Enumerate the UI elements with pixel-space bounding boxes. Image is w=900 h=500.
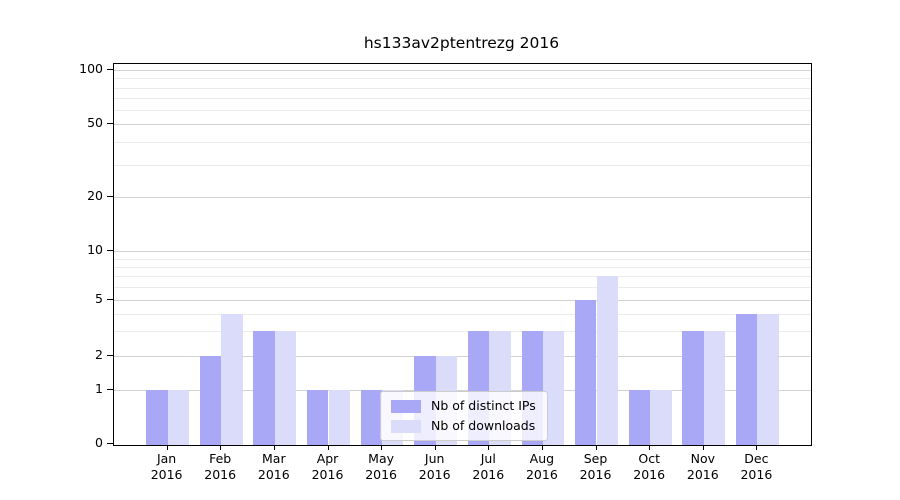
gridline-minor-40 [114,141,811,143]
bar-distinct-ips-9 [628,390,651,445]
y-tick-mark-20 [107,196,113,197]
x-tick-label-2: Mar 2016 [257,451,290,482]
x-tick-mark-10 [702,445,704,450]
x-tick-label-9: Oct 2016 [633,451,666,482]
bar-downloads-10 [703,331,726,445]
x-tick-label-8: Sep 2016 [579,451,612,482]
y-tick-mark-100 [107,69,113,71]
y-tick-label-2: 2 [95,347,103,362]
y-tick-label-50: 50 [87,114,103,130]
gridline-major-20 [114,197,811,198]
bar-downloads-8 [596,276,618,445]
bar-distinct-ips-10 [682,331,704,445]
gridline-minor-9 [114,258,811,260]
y-tick-label-10: 10 [87,242,103,257]
gridline-minor-6 [114,287,811,289]
bar-distinct-ips-2 [253,331,275,445]
gridline-minor-4 [114,313,811,315]
y-tick-mark-10 [107,250,113,251]
x-tick-label-4: May 2016 [365,451,397,482]
x-tick-mark-4 [381,445,383,450]
x-tick-mark-8 [595,445,597,450]
bar-distinct-ips-8 [575,300,597,445]
gridline-minor-70 [114,97,811,99]
bar-distinct-ips-3 [307,390,329,445]
x-tick-mark-7 [541,445,543,450]
bar-downloads-3 [328,390,350,445]
y-tick-label-1: 1 [95,381,103,396]
chart-title: hs133av2ptentrezg 2016 [363,34,560,52]
bar-downloads-0 [167,390,189,445]
gridline-minor-8 [114,266,811,268]
legend-item: Nb of distinct IPs [391,399,536,413]
legend-item: Nb of downloads [391,419,536,433]
x-tick-mark-11 [756,445,758,450]
x-tick-label-7: Aug 2016 [525,451,558,482]
x-tick-label-0: Jan 2016 [150,451,183,482]
bar-downloads-7 [542,331,565,445]
x-tick-mark-2 [273,445,275,450]
plot-area: Nb of distinct IPs Nb of downloads [113,63,812,446]
bar-distinct-ips-4 [360,390,382,445]
gridline-major-2 [114,356,811,357]
x-tick-mark-5 [434,445,436,450]
x-tick-label-11: Dec 2016 [740,451,773,482]
gridline-minor-80 [114,87,811,89]
bar-downloads-9 [650,390,672,445]
legend-swatch-distinct-ips [391,399,421,413]
gridline-minor-90 [114,78,811,80]
legend-label-distinct-ips: Nb of distinct IPs [431,398,536,413]
y-tick-label-0: 0 [95,435,103,451]
gridline-minor-7 [114,276,811,278]
bar-downloads-1 [221,313,243,445]
x-tick-mark-6 [488,445,490,450]
x-tick-mark-0 [166,445,168,450]
bar-distinct-ips-1 [199,356,222,445]
x-tick-label-10: Nov 2016 [686,451,719,482]
legend-label-downloads: Nb of downloads [431,418,536,433]
y-tick-mark-0 [107,443,113,445]
gridline-major-1 [114,390,811,391]
x-tick-mark-1 [220,445,222,450]
bar-distinct-ips-11 [735,313,758,445]
gridline-major-10 [114,251,811,252]
bar-downloads-2 [274,331,297,445]
gridline-major-100 [114,70,811,72]
gridline-minor-3 [114,331,811,333]
y-tick-mark-5 [107,299,113,301]
y-tick-label-5: 5 [95,291,103,307]
gridline-major-50 [114,123,811,125]
legend-swatch-downloads [391,419,421,433]
y-tick-label-100: 100 [79,61,103,77]
x-tick-mark-9 [649,445,651,450]
x-tick-label-6: Jul 2016 [472,451,505,482]
x-tick-mark-3 [327,445,329,450]
x-tick-label-3: Apr 2016 [311,451,344,482]
y-tick-label-20: 20 [87,188,103,203]
bar-downloads-11 [757,313,779,445]
x-tick-label-5: Jun 2016 [418,451,451,482]
bar-distinct-ips-0 [146,390,168,445]
y-tick-mark-1 [107,389,113,390]
y-tick-mark-2 [107,355,113,356]
gridline-minor-30 [114,164,811,166]
y-tick-mark-50 [107,122,113,124]
gridline-major-5 [114,300,811,302]
x-tick-label-1: Feb 2016 [204,451,237,482]
gridline-minor-60 [114,109,811,111]
legend: Nb of distinct IPs Nb of downloads [380,391,548,441]
